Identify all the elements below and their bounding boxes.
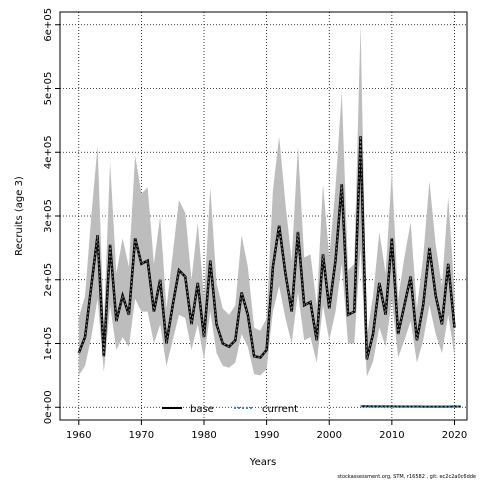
series-layer <box>77 136 461 408</box>
y-tick-label: 2e+05 <box>43 263 54 297</box>
legend: base current <box>162 404 298 415</box>
y-axis-title: Recruits (age 3) <box>14 176 25 256</box>
x-tick-label: 2020 <box>442 430 467 441</box>
x-axis: 1960 1970 1980 1990 2000 2010 2020 <box>66 420 467 441</box>
series-line-base-overlay <box>78 136 455 360</box>
y-tick-label: 0e+00 <box>43 390 54 424</box>
y-tick-label: 4e+05 <box>43 135 54 169</box>
x-tick-label: 1970 <box>129 430 154 441</box>
y-tick-label: 1e+05 <box>43 327 54 361</box>
legend-label-current: current <box>262 404 298 415</box>
y-axis: 0e+00 1e+05 2e+05 3e+05 4e+05 5e+05 6e+05 <box>43 8 60 424</box>
x-tick-label: 1980 <box>191 430 216 441</box>
x-tick-label: 2010 <box>379 430 404 441</box>
confidence-band-layer <box>78 24 455 377</box>
x-tick-label: 1990 <box>254 430 279 441</box>
legend-label-base: base <box>190 404 214 415</box>
y-tick-label: 6e+05 <box>43 8 54 42</box>
x-tick-label: 2000 <box>317 430 342 441</box>
x-tick-label: 1960 <box>66 430 91 441</box>
y-tick-label: 3e+05 <box>43 199 54 233</box>
footer-credit: stockassessment.org, STM, r16582 , git: … <box>337 474 476 480</box>
y-tick-label: 5e+05 <box>43 72 54 106</box>
confidence-band-base <box>78 24 455 377</box>
x-axis-title: Years <box>249 457 276 468</box>
